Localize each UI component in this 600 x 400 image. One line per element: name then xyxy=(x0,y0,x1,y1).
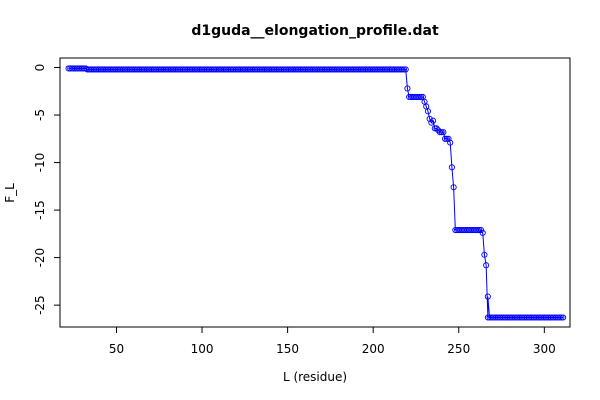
x-tick-label: 150 xyxy=(276,342,299,356)
data-point xyxy=(433,125,440,132)
data-point xyxy=(443,135,450,142)
y-axis: 0 -5 -10 -15 -20 -25 xyxy=(33,64,60,315)
data-point xyxy=(474,226,481,234)
plot-frame xyxy=(59,57,571,328)
y-tick-label: -5 xyxy=(33,109,47,121)
data-point xyxy=(483,262,490,269)
y-tick-label: -10 xyxy=(33,153,47,173)
data-point xyxy=(416,93,423,101)
y-tick-label: -20 xyxy=(33,248,47,268)
data-point xyxy=(447,139,454,146)
data-point xyxy=(404,85,411,92)
y-tick-label: -15 xyxy=(33,200,47,220)
data-point xyxy=(450,184,457,191)
data-point xyxy=(436,129,443,136)
x-tick-label: 100 xyxy=(191,342,214,356)
data-point xyxy=(400,66,408,73)
data-point xyxy=(484,293,491,300)
y-tick-label: -25 xyxy=(33,295,47,315)
data-point xyxy=(560,314,567,321)
data-point xyxy=(440,129,447,136)
data-point xyxy=(431,125,438,132)
data-point xyxy=(399,66,406,73)
data-point xyxy=(430,117,437,124)
data-point xyxy=(445,135,452,142)
x-tick-label: 200 xyxy=(362,342,385,356)
data-point xyxy=(435,127,442,134)
x-tick-label: 300 xyxy=(533,342,556,356)
data-point xyxy=(448,164,455,171)
x-tick-label: 250 xyxy=(447,342,470,356)
x-tick-label: 50 xyxy=(109,342,124,356)
data-point xyxy=(402,66,409,73)
x-axis-label: L (residue) xyxy=(283,370,347,384)
data-point xyxy=(479,229,486,236)
y-tick-label: 0 xyxy=(33,64,47,72)
data-point xyxy=(428,119,435,126)
series-points xyxy=(65,65,567,321)
series-line xyxy=(68,67,564,318)
chart-title: d1guda__elongation_profile.dat xyxy=(191,23,439,39)
data-point xyxy=(442,135,449,142)
data-point xyxy=(558,314,565,321)
data-point xyxy=(426,115,433,122)
x-axis: 50 100 150 200 250 300 xyxy=(109,327,556,356)
data-point xyxy=(556,314,563,321)
data-point xyxy=(424,108,432,115)
data-point xyxy=(438,129,445,136)
data-point xyxy=(481,251,488,258)
y-axis-label: F_L xyxy=(3,183,17,203)
data-point xyxy=(418,93,425,101)
